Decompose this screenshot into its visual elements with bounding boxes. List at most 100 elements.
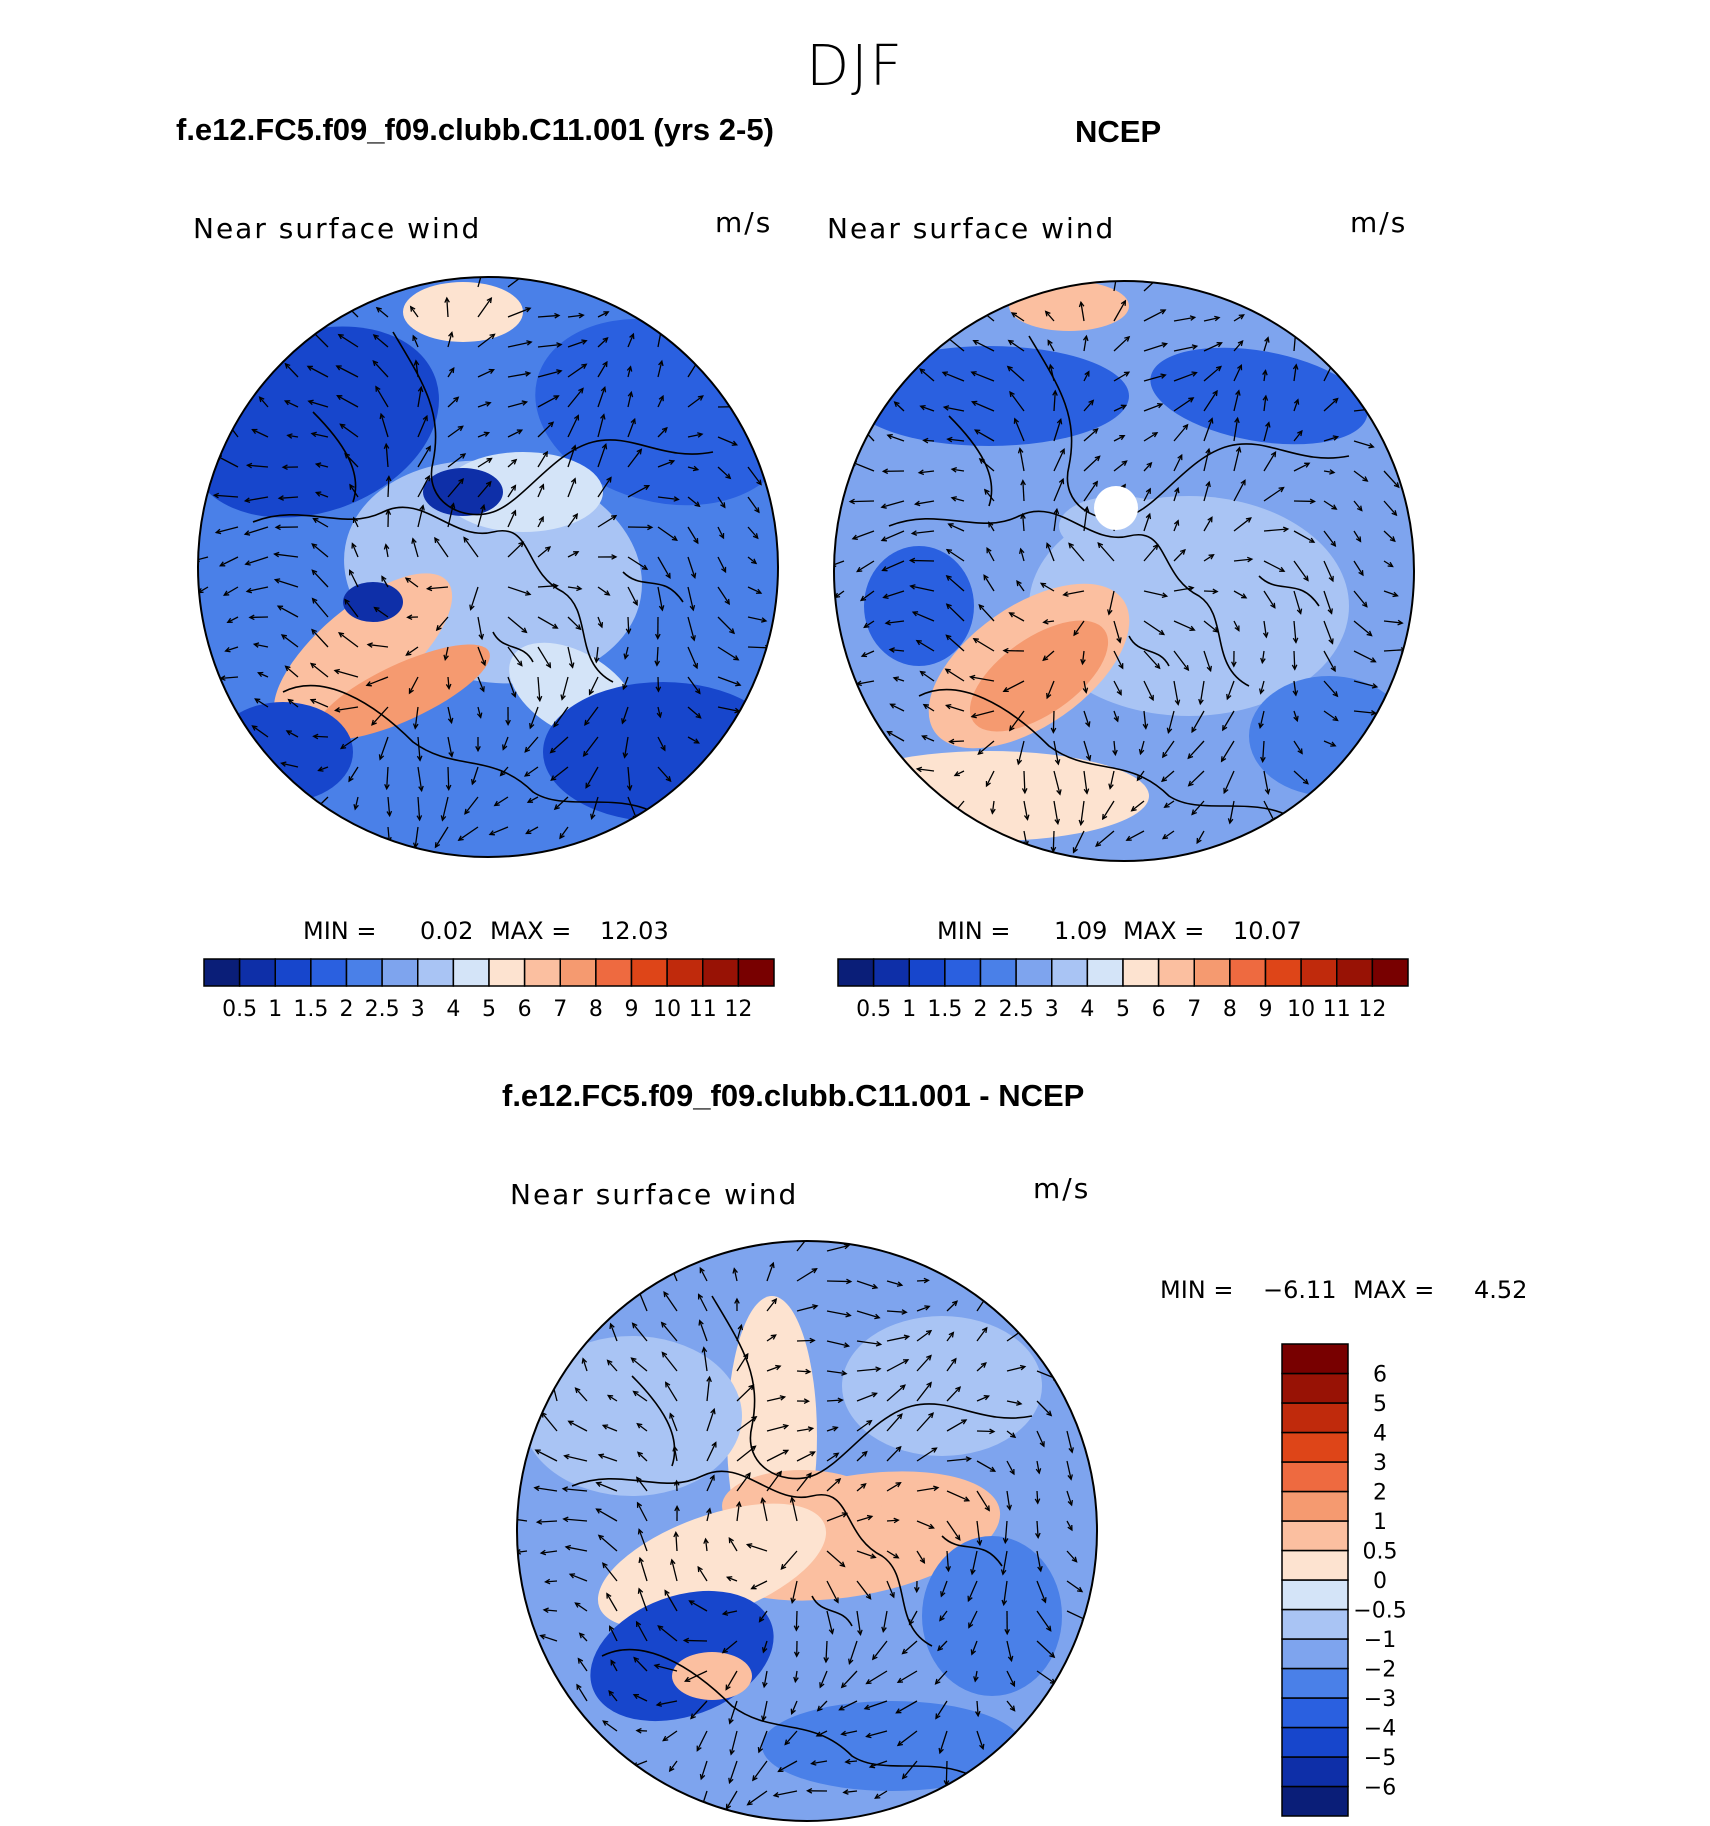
obs-map-wind-vector (1083, 400, 1094, 412)
model-colorbar-swatch (274, 958, 312, 987)
obs-map-wind-vector (985, 770, 995, 787)
obs-map-wind-arrowhead (1088, 399, 1095, 406)
diff-colorbar-tick-label: −4 (1364, 1717, 1396, 1742)
diff-map-wind-vector (751, 1580, 768, 1590)
model-colorbar-tick-label: 1.5 (293, 997, 328, 1022)
model-map-wind-vector (537, 395, 559, 408)
model-map-wind-arrowhead (572, 513, 579, 520)
obs-map-wind-arrowhead (1048, 363, 1055, 371)
obs-map-wind-vector (1023, 770, 1026, 793)
model-map-wind-arrowhead (499, 770, 506, 777)
obs-map-wind-vector (1233, 620, 1240, 631)
model-map-wind-vector (550, 736, 569, 754)
diff-map-wind-vector (935, 1700, 948, 1719)
diff-map-wind-arrowhead (948, 1331, 955, 1338)
model-map-wind-arrowhead (673, 496, 680, 502)
model-map-wind-arrowhead (548, 421, 555, 428)
model-map-wind-vector (477, 505, 485, 528)
model-map-wind-vector (537, 616, 558, 629)
obs-map-wind-vector (917, 768, 935, 772)
obs-map-wind-vector (971, 371, 995, 382)
diff-map-wind-arrowhead (601, 1562, 608, 1569)
diff-map-wind-arrowhead (908, 1619, 915, 1626)
diff-map-wind-arrowhead (913, 1586, 920, 1594)
obs-map-wind-vector (1046, 543, 1055, 562)
diff-map-wind-vector (669, 1760, 678, 1772)
diff-colorbar-tick-label: 0.5 (1363, 1540, 1398, 1565)
obs-map-wind-arrowhead (1196, 837, 1202, 845)
model-map-wind-vector (385, 544, 389, 558)
diff-map-wind-vector (1066, 1490, 1073, 1506)
model-map-wind-vector (477, 616, 483, 639)
diff-map-wind-arrowhead (893, 1517, 900, 1524)
obs-map-wind-vector (1353, 530, 1362, 542)
model-map-wind-vector (408, 676, 419, 694)
diff-map-wind-arrowhead (815, 1731, 822, 1737)
diff-map-wind-arrowhead (748, 1384, 755, 1391)
model-map-wind-arrowhead (383, 442, 390, 450)
model-map-wind-arrowhead (243, 497, 251, 504)
model-map-wind-arrowhead (405, 650, 412, 656)
model-map-wind-vector (627, 556, 648, 570)
diff-map-wind-vector (886, 1359, 909, 1372)
obs-map-wind-vector (1083, 507, 1088, 532)
diff-map-wind-arrowhead (928, 1412, 935, 1419)
model-map-wind-arrowhead (526, 340, 533, 346)
diff-map-wind-vector (639, 1557, 648, 1582)
model-map-wind-vector (284, 363, 299, 378)
diff-map-wind-vector (874, 1790, 888, 1799)
obs-polar-map (833, 280, 1415, 862)
obs-map-wind-vector (1203, 590, 1218, 593)
diff-map-wind-vector (946, 1490, 970, 1502)
diff-map-wind-vector (766, 1262, 774, 1282)
obs-map-wind-vector (1203, 481, 1210, 502)
obs-map-contour-region (1009, 281, 1129, 331)
diff-map-wind-vector (704, 1538, 708, 1552)
diff-map-wind-vector (946, 1300, 958, 1312)
obs-map-wind-vector (1143, 462, 1152, 472)
diff-map-wind-vector (976, 1430, 995, 1433)
obs-map-wind-vector (1080, 800, 1085, 825)
diff-map-wind-arrowhead (758, 1616, 765, 1623)
obs-map-wind-arrowhead (944, 703, 952, 710)
diff-map-wind-arrowhead (840, 1682, 847, 1689)
model-map-wind-vector (285, 665, 299, 678)
diff-map-wind-arrowhead (1009, 1468, 1015, 1476)
diff-map-wind-arrowhead (699, 1773, 706, 1781)
diff-colorbar-tick-label: 3 (1373, 1451, 1387, 1476)
diff-map-wind-arrowhead (1034, 1498, 1041, 1505)
obs-map-wind-vector (1353, 500, 1363, 511)
diff-max-value: 4.52 (1474, 1276, 1528, 1304)
model-map-wind-arrowhead (470, 778, 477, 786)
diff-map-wind-arrowhead (752, 1775, 758, 1782)
model-map-wind-arrowhead (584, 719, 590, 726)
diff-map-wind-vector (752, 1760, 768, 1781)
diff-map-wind-arrowhead (1016, 1400, 1023, 1406)
obs-map-wind-vector (1260, 680, 1265, 694)
model-map-wind-vector (414, 706, 419, 729)
obs-map-wind-vector (919, 470, 935, 474)
model-map-wind-vector (259, 396, 269, 408)
obs-map-wind-arrowhead (1397, 619, 1404, 626)
model-map-wind-vector (559, 826, 569, 839)
diff-map-wind-vector (856, 1451, 868, 1462)
diff-map-wind-vector (1036, 1580, 1047, 1603)
diff-map-wind-arrowhead (902, 1359, 910, 1365)
diff-map-wind-vector (736, 1416, 757, 1432)
model-map-wind-vector (537, 646, 551, 668)
diff-map-wind-arrowhead (926, 1381, 932, 1388)
model-map-wind-arrowhead (243, 530, 251, 536)
model-map-wind-vector (567, 363, 587, 378)
diff-map-wind-vector (633, 1694, 648, 1702)
model-map-wind-vector (627, 616, 630, 634)
obs-map-wind-vector (1263, 422, 1270, 442)
obs-map-wind-vector (885, 620, 905, 624)
model-map-wind-vector (747, 466, 762, 485)
diff-map-wind-vector (886, 1519, 899, 1522)
diff-map-wind-arrowhead (597, 1534, 604, 1541)
diff-map-wind-vector (1066, 1460, 1072, 1480)
obs-map-wind-arrowhead (1191, 371, 1198, 377)
obs-map-wind-arrowhead (1223, 787, 1229, 795)
obs-map-wind-arrowhead (1123, 371, 1131, 377)
model-map-wind-vector (621, 706, 629, 724)
